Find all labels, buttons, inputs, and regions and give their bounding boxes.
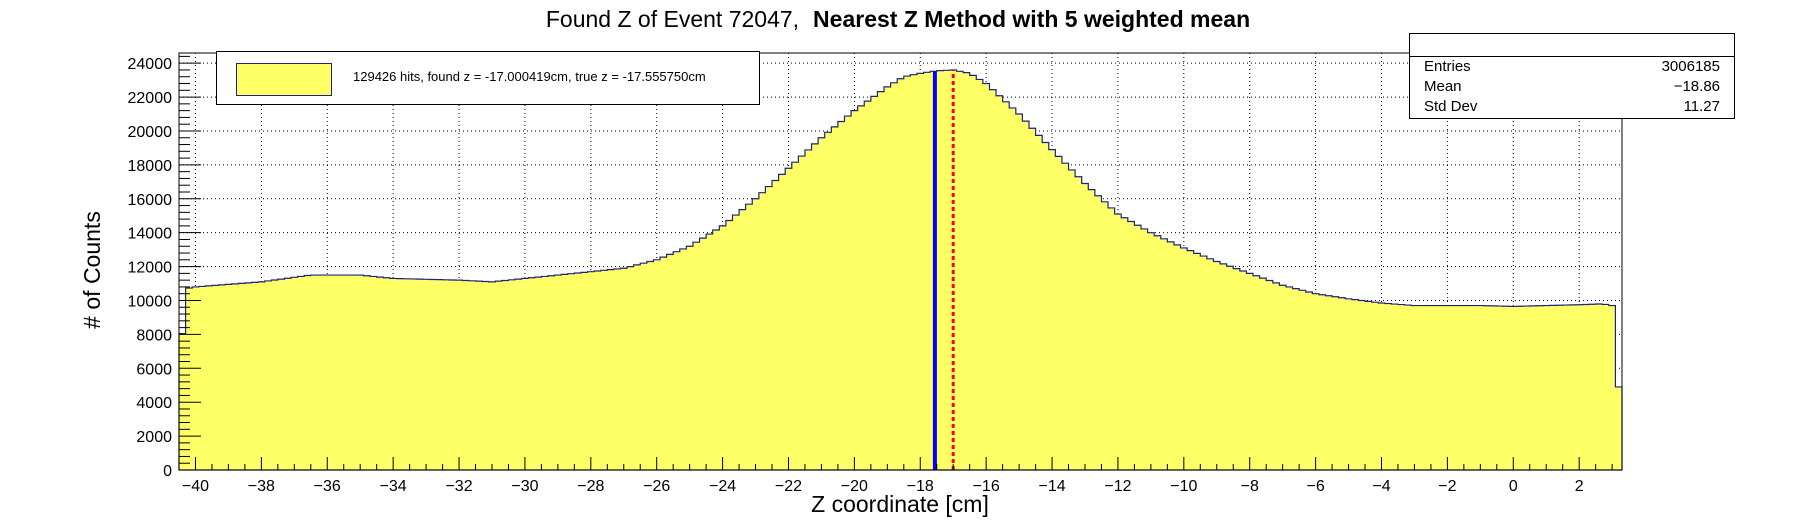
chart-title-main: Found Z of Event 72047, <box>545 6 800 32</box>
stats-std-value: 11.27 <box>1683 98 1720 115</box>
x-tick-label: 2 <box>1575 478 1584 495</box>
x-tick-label: −38 <box>248 478 275 495</box>
y-tick-label: 8000 <box>136 327 172 344</box>
x-tick-label: −40 <box>182 478 209 495</box>
stats-entries-label: Entries <box>1424 58 1471 75</box>
x-tick-label: −24 <box>709 478 736 495</box>
x-tick-label: −6 <box>1306 478 1324 495</box>
y-tick-label: 10000 <box>128 293 173 310</box>
stats-mean-label: Mean <box>1424 78 1462 95</box>
stats-box: Entries 3006185 Mean −18.86 Std Dev 11.2… <box>1409 33 1735 119</box>
legend-label: 129426 hits, found z = -17.000419cm, tru… <box>353 69 706 84</box>
y-tick-label: 20000 <box>128 124 173 141</box>
histogram-area <box>178 69 1623 471</box>
stats-entries-value: 3006185 <box>1661 58 1720 75</box>
x-tick-label: 0 <box>1509 478 1518 495</box>
y-tick-label: 0 <box>163 463 172 480</box>
histogram-fill <box>178 69 1623 471</box>
x-tick-label: −8 <box>1241 478 1259 495</box>
z-marker-lines <box>932 69 955 470</box>
chart-title: Found Z of Event 72047, Nearest Z Method … <box>0 6 1796 33</box>
x-tick-label: −2 <box>1438 478 1456 495</box>
y-tick-label: 22000 <box>128 90 173 107</box>
y-tick-label: 6000 <box>136 361 172 378</box>
x-tick-label: −10 <box>1170 478 1197 495</box>
legend-swatch <box>236 63 332 96</box>
stats-std-label: Std Dev <box>1424 98 1478 115</box>
y-tick-label: 24000 <box>128 56 173 73</box>
x-tick-label: −18 <box>907 478 934 495</box>
x-axis-label: Z coordinate [cm] <box>811 491 989 517</box>
plot-frame <box>178 52 1623 471</box>
stats-entries-row: Entries 3006185 <box>1410 57 1734 77</box>
y-tick-label: 12000 <box>128 260 173 277</box>
x-tick-label: −20 <box>841 478 868 495</box>
chart-title-method: Nearest Z Method with 5 weighted mean <box>813 6 1251 32</box>
stats-std-row: Std Dev 11.27 <box>1410 97 1734 117</box>
y-tick-label: 14000 <box>128 226 173 243</box>
y-tick-label: 4000 <box>136 395 172 412</box>
stats-mean-row: Mean −18.86 <box>1410 77 1734 97</box>
stats-mean-value: −18.86 <box>1673 78 1720 95</box>
y-tick-label: 16000 <box>128 192 173 209</box>
legend-box: 129426 hits, found z = -17.000419cm, tru… <box>216 51 760 105</box>
x-tick-label: −28 <box>577 478 604 495</box>
x-tick-label: −26 <box>643 478 670 495</box>
axes: −40 −38 −36 −34 −32 −30 −28 −26 −24 −22 −20 −18 −16−… <box>128 55 1613 495</box>
stats-header <box>1410 34 1734 57</box>
x-tick-label: −32 <box>445 478 472 495</box>
x-tick-label: −4 <box>1372 478 1390 495</box>
x-tick-label: −12 <box>1104 478 1131 495</box>
x-tick-label: −34 <box>380 478 407 495</box>
y-tick-label: 2000 <box>136 429 172 446</box>
x-tick-label: −16 <box>973 478 1000 495</box>
y-axis-label: # of Counts <box>79 211 105 329</box>
x-tick-label: −36 <box>314 478 341 495</box>
x-tick-label: −14 <box>1038 478 1065 495</box>
x-tick-label: −22 <box>775 478 802 495</box>
y-tick-label: 18000 <box>128 158 173 175</box>
x-tick-label: −30 <box>511 478 538 495</box>
